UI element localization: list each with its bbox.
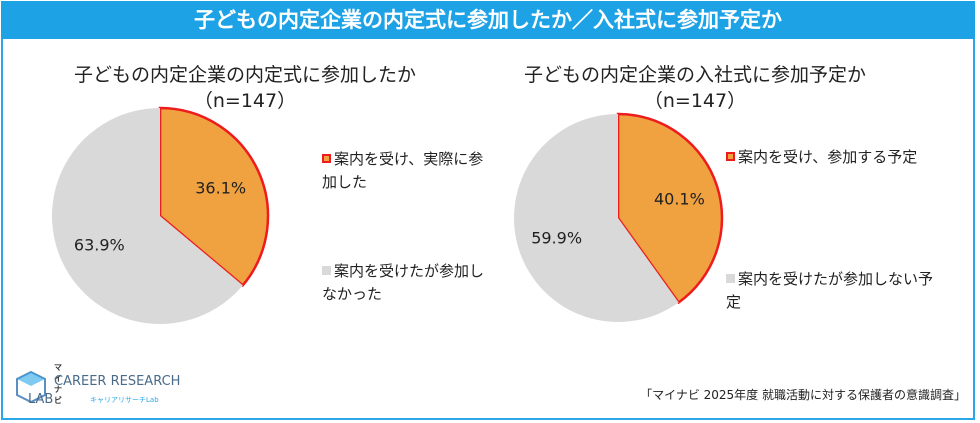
chart-title: 子どもの内定企業の内定式に参加したか （n=147） [30,62,460,114]
legend-swatch [726,152,735,161]
value-label: 40.1% [654,189,705,208]
header-title: 子どもの内定企業の内定式に参加したか／入社式に参加予定か [1,1,975,39]
pie-slice [158,106,270,288]
legend-item: 案内を受けたが参加しない予定 [726,268,941,314]
subtitle: （n=147） [193,90,297,112]
logo-brand: マイナビ [54,363,62,405]
value-label: 36.1% [195,179,246,198]
logo-line1: CAREER RESEARCH [54,374,181,389]
value-label: 63.9% [74,235,125,254]
value-label: 59.9% [531,229,582,248]
pie-slice [616,112,724,305]
logo-icon [16,370,46,404]
source: 「マイナビ 2025年度 就職活動に対する保護者の意識調査」 [640,388,966,402]
legend-label: 案内を受けたが参加しない予定 [726,270,934,311]
chart-title: 子どもの内定企業の入社式に参加予定か （n=147） [475,62,915,114]
title-text: 子どもの内定企業の内定式に参加したか [73,64,416,86]
pie-slice [514,114,679,322]
title-text: 子どもの内定企業の入社式に参加予定か [523,64,866,86]
legend-label: 案内を受けたが参加しなかった [322,262,485,303]
legend-item: 案内を受け、参加する予定 [726,146,941,169]
pie-slice [52,108,243,324]
legend-swatch [322,154,331,163]
subtitle: （n=147） [643,90,747,112]
legend-swatch [322,266,331,275]
legend-swatch [726,274,735,283]
logo-line2: LAB [28,392,54,407]
legend-item: 案内を受け、実際に参加した [322,148,492,194]
logo-sub: キャリアリサーチLab [90,396,159,404]
legend-label: 案内を受け、実際に参加した [322,150,484,191]
legend-label: 案内を受け、参加する予定 [738,148,918,166]
legend-item: 案内を受けたが参加しなかった [322,260,492,306]
